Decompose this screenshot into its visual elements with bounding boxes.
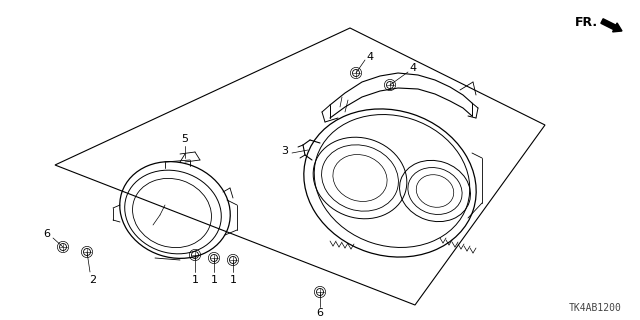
Text: FR.: FR. (575, 15, 598, 28)
Text: 1: 1 (211, 275, 218, 285)
Text: 4: 4 (410, 63, 417, 73)
Text: 6: 6 (317, 308, 323, 318)
Text: 6: 6 (44, 229, 51, 239)
Text: 1: 1 (230, 275, 237, 285)
Text: 1: 1 (191, 275, 198, 285)
Text: 3: 3 (282, 146, 289, 156)
Text: 2: 2 (90, 275, 97, 285)
Text: TK4AB1200: TK4AB1200 (568, 303, 621, 313)
FancyArrow shape (601, 19, 622, 32)
Text: 5: 5 (182, 134, 189, 144)
Text: 4: 4 (367, 52, 374, 62)
